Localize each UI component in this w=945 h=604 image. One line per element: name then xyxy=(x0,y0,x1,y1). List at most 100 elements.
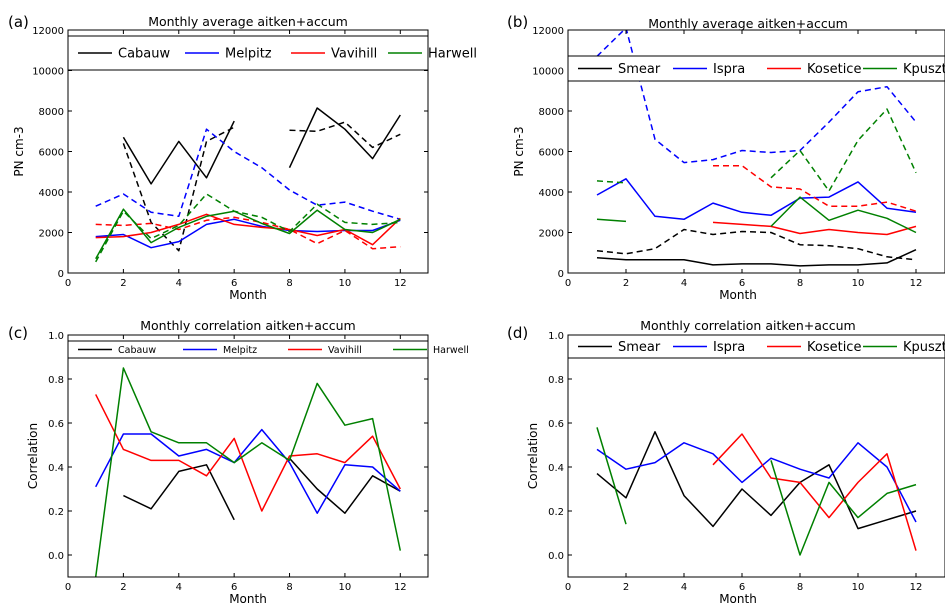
legend-label: Kpuszta xyxy=(903,340,945,355)
legend-label: Ispra xyxy=(713,340,745,355)
legend-label: Melpitz xyxy=(223,345,257,356)
series-line-5 xyxy=(712,221,917,236)
x-tick-label: 8 xyxy=(286,582,292,593)
y-tick-label: 0.0 xyxy=(48,551,64,562)
x-tick-label: 12 xyxy=(910,278,923,289)
plot-area xyxy=(596,427,917,556)
y-axis-label: Correlation xyxy=(526,423,540,489)
y-tick-label: 1.0 xyxy=(548,331,564,342)
series-line-4 xyxy=(95,128,401,221)
chart-panel-2: 0 2 4 6 8 10 12 0 2000 4000 6000 8000 10000 12000 Mont… xyxy=(507,13,945,302)
legend-label: Vavihill xyxy=(328,345,362,356)
y-tick-label: 1.0 xyxy=(48,331,64,342)
x-tick-label: 8 xyxy=(797,582,803,593)
x-tick-label: 10 xyxy=(339,278,352,289)
x-tick-label: 12 xyxy=(910,582,923,593)
series-line-4 xyxy=(596,427,917,556)
panel-label: (a) xyxy=(8,13,29,31)
x-tick-label: 2 xyxy=(623,582,629,593)
x-tick-label: 2 xyxy=(623,278,629,289)
x-axis-label: Month xyxy=(719,288,757,302)
y-tick-label: 0.8 xyxy=(548,375,564,386)
x-tick-label: 4 xyxy=(176,278,182,289)
legend-label: Cabauw xyxy=(118,345,156,356)
y-tick-label: 0 xyxy=(558,269,564,280)
y-tick-label: 0.6 xyxy=(48,419,64,430)
legend-label: Melpitz xyxy=(225,47,272,62)
x-tick-label: 0 xyxy=(565,278,571,289)
panel-label: (c) xyxy=(8,324,28,342)
plot-area xyxy=(94,367,402,577)
x-tick-label: 10 xyxy=(852,582,865,593)
legend-label: Kosetice xyxy=(807,62,861,77)
legend-label: Harwell xyxy=(433,345,469,356)
x-tick-label: 8 xyxy=(797,278,803,289)
series-line-3 xyxy=(712,433,917,551)
x-tick-label: 2 xyxy=(120,278,126,289)
x-axis-label: Month xyxy=(719,592,757,604)
y-tick-label: 0.4 xyxy=(48,463,64,474)
series-line-3 xyxy=(596,178,917,221)
x-tick-label: 6 xyxy=(231,582,237,593)
x-tick-label: 6 xyxy=(739,278,745,289)
x-axis-label: Month xyxy=(229,592,267,604)
series-line-7 xyxy=(596,196,917,234)
series-line-2 xyxy=(122,121,401,252)
y-tick-label: 8000 xyxy=(539,107,564,118)
y-tick-label: 0.2 xyxy=(48,507,64,518)
series-line-7 xyxy=(95,208,401,260)
y-axis-label: PN cm-3 xyxy=(12,126,26,176)
series-line-2 xyxy=(596,228,917,261)
series-line-1 xyxy=(596,249,917,267)
x-tick-label: 8 xyxy=(286,278,292,289)
legend-label: Vavihill xyxy=(331,47,377,62)
legend-label: Smear xyxy=(618,62,661,77)
x-tick-label: 0 xyxy=(565,582,571,593)
legend-label: Smear xyxy=(618,340,661,355)
y-tick-label: 10000 xyxy=(32,67,64,78)
legend-label: Cabauw xyxy=(118,47,171,62)
axes-frame xyxy=(67,334,429,578)
chart-title: Monthly average aitken+accum xyxy=(148,14,348,29)
panel-label: (d) xyxy=(507,324,528,342)
y-tick-label: 0.0 xyxy=(548,551,564,562)
series-line-8 xyxy=(95,193,401,263)
series-line-6 xyxy=(713,164,917,212)
y-tick-label: 10000 xyxy=(532,67,564,78)
chart-panel-1: 0 2 4 6 8 10 12 0 2000 4000 6000 8000 10000 12000 Mont… xyxy=(8,13,477,302)
x-tick-label: 10 xyxy=(852,278,865,289)
legend xyxy=(567,334,945,359)
y-tick-label: 0.2 xyxy=(548,507,564,518)
legend xyxy=(67,340,429,359)
x-tick-label: 4 xyxy=(681,582,687,593)
chart-title: Monthly correlation aitken+accum xyxy=(640,318,856,333)
legend-label: Kpuszta xyxy=(903,62,945,77)
panel-label: (b) xyxy=(507,13,528,31)
series-line-3 xyxy=(95,394,401,512)
chart-panel-4: 0 2 4 6 8 10 12 0.0 0.2 0.4 0.6 0.8 1.0 Monthly corre… xyxy=(507,318,945,604)
y-tick-label: 2000 xyxy=(539,229,564,240)
x-tick-label: 12 xyxy=(394,278,407,289)
y-tick-label: 0.6 xyxy=(548,419,564,430)
y-tick-label: 8000 xyxy=(39,107,64,118)
series-line-1 xyxy=(596,431,917,530)
chart-title: Monthly average aitken+accum xyxy=(648,16,848,31)
y-tick-label: 0 xyxy=(58,269,64,280)
x-tick-label: 0 xyxy=(65,278,71,289)
chart-title: Monthly correlation aitken+accum xyxy=(140,318,356,333)
series-line-2 xyxy=(596,442,917,523)
y-tick-label: 12000 xyxy=(32,26,64,37)
legend-label: Ispra xyxy=(713,62,745,77)
x-tick-label: 6 xyxy=(739,582,745,593)
chart-panel-3: 0 2 4 6 8 10 12 0.0 0.2 0.4 0.6 0.8 1.0 Monthly corre… xyxy=(8,318,469,604)
x-tick-label: 4 xyxy=(681,278,687,289)
series-line-1 xyxy=(123,457,401,521)
x-tick-label: 12 xyxy=(394,582,407,593)
y-tick-label: 0.8 xyxy=(48,375,64,386)
y-tick-label: 4000 xyxy=(539,188,564,199)
y-tick-label: 2000 xyxy=(39,229,64,240)
plot-area xyxy=(95,107,401,263)
x-tick-label: 2 xyxy=(120,582,126,593)
x-tick-label: 10 xyxy=(339,582,352,593)
x-tick-label: 6 xyxy=(231,278,237,289)
